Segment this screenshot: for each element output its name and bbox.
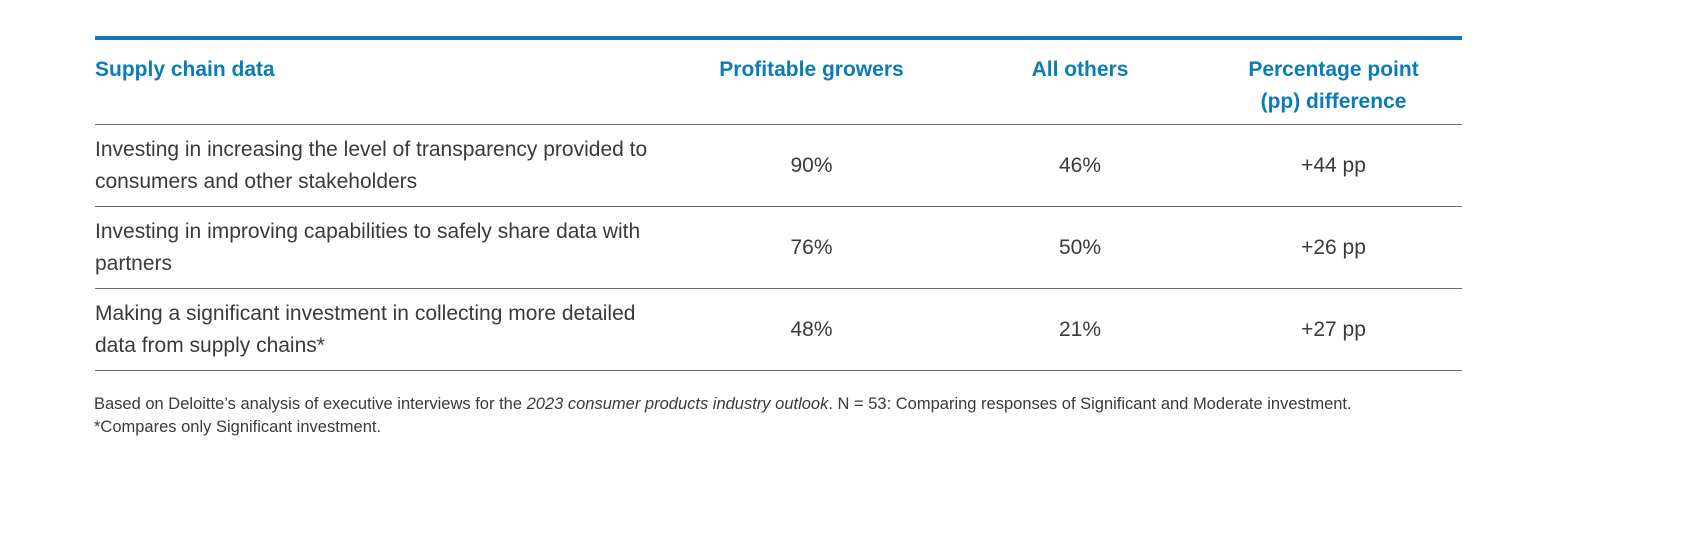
header-profitable-growers: Profitable growers <box>719 58 904 81</box>
supply-chain-table: Supply chain data Profitable growers All… <box>95 36 1462 371</box>
source-text-suffix: . N = 53: Comparing responses of Signifi… <box>828 395 1352 413</box>
pp-difference-value: +27 pp <box>1301 317 1366 341</box>
source-text: Based on Deloitte’s analysis of executiv… <box>94 395 527 413</box>
pp-difference-value: +26 pp <box>1301 235 1366 259</box>
all-others-value: 46% <box>1058 153 1102 177</box>
all-others-value: 50% <box>1058 235 1102 259</box>
header-pp-difference: Percentage point (pp) difference <box>1248 58 1419 113</box>
profitable-growers-value: 48% <box>790 317 833 341</box>
row-label: Investing in improving capabilities to s… <box>95 219 641 275</box>
table-notes: Based on Deloitte’s analysis of executiv… <box>94 393 1394 439</box>
profitable-growers-value: 90% <box>790 153 833 177</box>
table-row: Making a significant investment in colle… <box>95 289 1462 371</box>
source-note: Based on Deloitte’s analysis of executiv… <box>94 393 1394 416</box>
header-supply-chain-data: Supply chain data <box>95 58 275 81</box>
header-all-others: All others <box>1031 58 1129 81</box>
profitable-growers-value: 76% <box>790 235 833 259</box>
row-label: Investing in increasing the level of tra… <box>95 137 648 193</box>
pp-difference-value: +44 pp <box>1301 153 1366 177</box>
table-row: Investing in increasing the level of tra… <box>95 125 1462 207</box>
report-title: 2023 consumer products industry outlook <box>526 395 829 413</box>
table-row: Investing in improving capabilities to s… <box>95 207 1462 289</box>
footnote: *Compares only Significant investment. <box>94 418 382 436</box>
all-others-value: 21% <box>1058 317 1102 341</box>
row-label: Making a significant investment in colle… <box>95 301 636 357</box>
table-header-row: Supply chain data Profitable growers All… <box>95 40 1462 125</box>
